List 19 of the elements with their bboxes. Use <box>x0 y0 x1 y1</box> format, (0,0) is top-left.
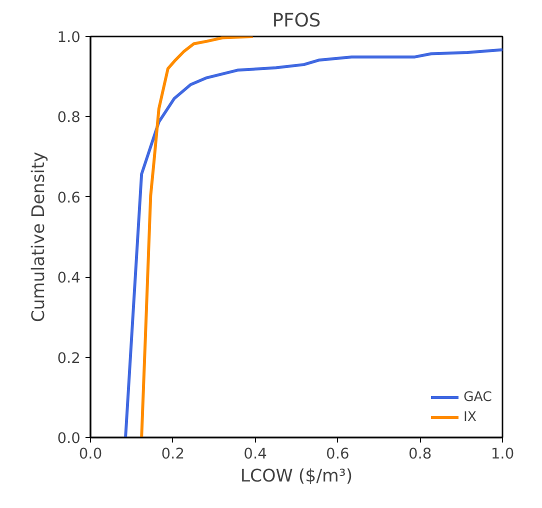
legend-label: IX <box>463 410 478 424</box>
x-tick-label: 0.2 <box>161 446 185 462</box>
y-tick-label: 0.0 <box>57 430 81 447</box>
x-tick-label: 0.6 <box>326 446 350 462</box>
x-tick-label: 0.8 <box>408 446 432 462</box>
y-tick-label: 0.8 <box>57 109 81 126</box>
y-axis-title: Cumulative Density <box>29 152 50 322</box>
x-tick-label: 1.0 <box>490 446 514 462</box>
line-series <box>124 48 502 438</box>
x-tick-label: 0.4 <box>244 446 267 462</box>
chart-title: PFOS <box>272 10 321 32</box>
x-tick-label: 0.0 <box>78 446 102 462</box>
y-tick-label: 0.4 <box>57 270 81 287</box>
legend-label: GAC <box>463 390 492 404</box>
line-series <box>140 36 254 438</box>
x-axis-title: LCOW ($/m³) <box>240 466 353 486</box>
y-tick-label: 0.2 <box>57 350 81 367</box>
y-tick-label: 1.0 <box>57 29 81 46</box>
y-tick-label: 0.6 <box>57 189 81 206</box>
